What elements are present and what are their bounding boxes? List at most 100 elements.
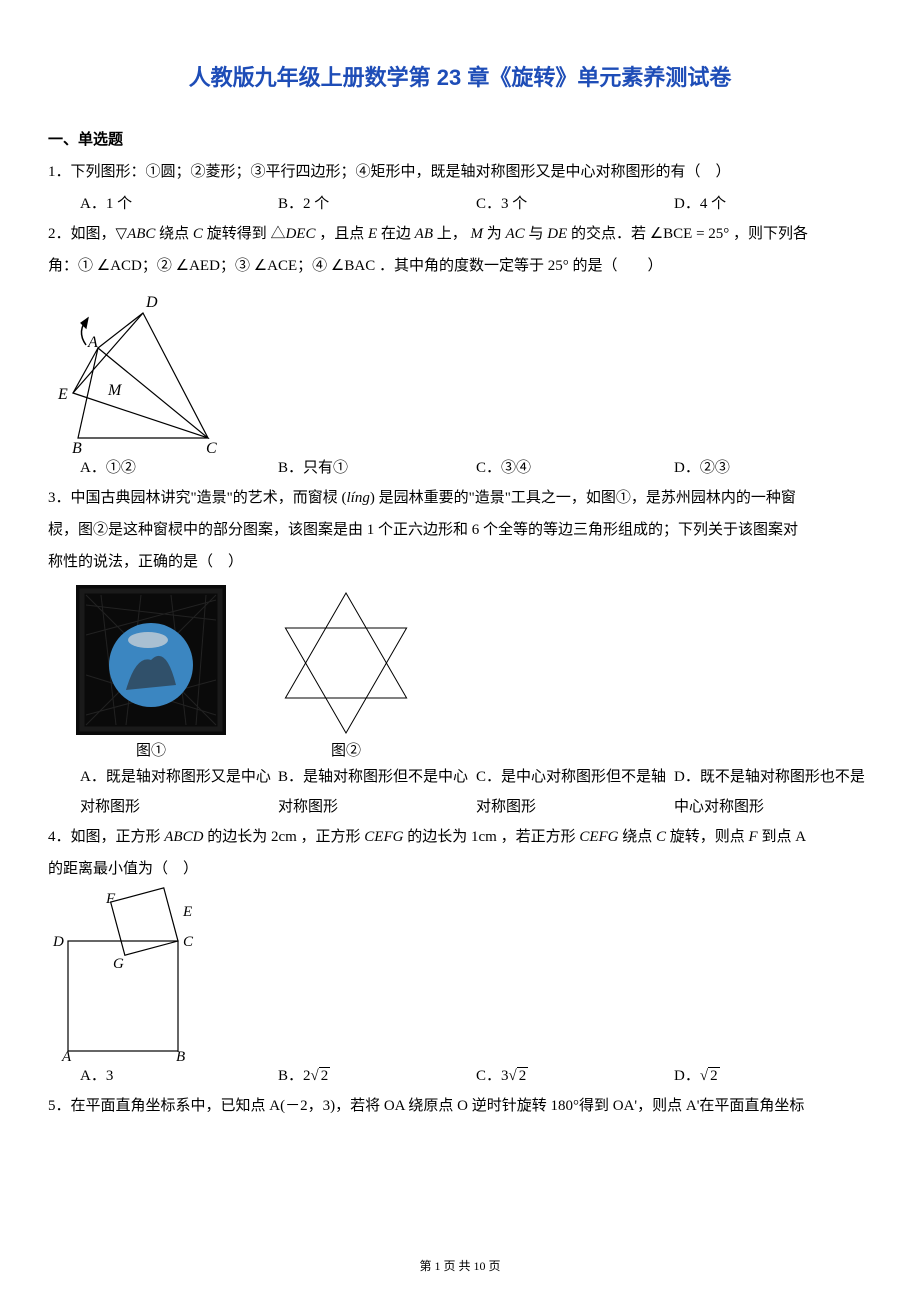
q4-label-f: F	[105, 891, 116, 907]
q2-bce: ∠BCE = 25°	[650, 226, 730, 242]
q2-t2: 绕点	[155, 226, 193, 242]
q2-s3: ；④	[297, 258, 331, 274]
q2-label-m: M	[107, 382, 123, 399]
q2-label-c: C	[206, 440, 217, 453]
q4-label-e: E	[182, 904, 192, 920]
q2-c1: C	[193, 226, 203, 242]
q3-stem-l2: 棂，图②是这种窗棂中的部分图案，该图案是由 1 个正六边形和 6 个全等的等边三…	[48, 515, 872, 545]
q2-t10: ，则下列各	[729, 226, 808, 242]
q2-label-a: A	[87, 334, 98, 351]
q2-ac: AC	[506, 226, 525, 242]
q4-options: A．3 B．2√2 C．3√2 D．√2	[48, 1061, 872, 1091]
q4-stem-l2: 的距离最小值为（ ）	[48, 854, 872, 884]
q2-options: A．①② B．只有① C．③④ D．②③	[48, 453, 872, 483]
q2-a2: ∠AED	[176, 258, 220, 274]
q4-t1: 4．如图，正方形	[48, 829, 164, 845]
q2-stem: 2．如图，▽ABC 绕点 C 旋转得到 △DEC ，且点 E 在边 AB 上， …	[48, 219, 872, 249]
q2-t4: ，且点	[315, 226, 368, 242]
q1-options: A．1 个 B．2 个 C．3 个 D．4 个	[48, 189, 872, 219]
q4-label-a: A	[61, 1049, 72, 1061]
q4-v2: 2cm	[271, 829, 297, 845]
q3-figure-1	[76, 585, 226, 735]
q2-opt-d: D．②③	[674, 453, 872, 483]
q2-l2-pre: 角：①	[48, 258, 97, 274]
q4-label-b: B	[176, 1049, 185, 1061]
q2-l2-post: ．其中角的度数一定等于 25° 的是（ ）	[375, 258, 662, 274]
sqrt-icon: √2	[700, 1061, 720, 1091]
q4-opt-b: B．2√2	[278, 1061, 476, 1091]
q2-s1: ；②	[142, 258, 176, 274]
q4-v1: 1cm	[471, 829, 497, 845]
q3-opt-d: D．既不是轴对称图形也不是中心对称图形	[674, 762, 872, 822]
q4-b-pre: B．	[278, 1068, 303, 1084]
q4-opt-d: D．√2	[674, 1061, 872, 1091]
q2-t1: 2．如图，	[48, 226, 116, 242]
q2-de: DE	[547, 226, 567, 242]
q1-opt-a: A．1 个	[80, 189, 278, 219]
q3-stem-l3: 称性的说法，正确的是（ ）	[48, 547, 872, 577]
q2-label-d: D	[145, 294, 158, 311]
q4-t5: ，若正方形	[497, 829, 580, 845]
q4-d-pre: D．	[674, 1068, 700, 1084]
q3-caption-2: 图②	[266, 739, 426, 760]
q2-opt-b: B．只有①	[278, 453, 476, 483]
q3-l1-pre: 3．中国古典园林讲究"造景"的艺术，而窗棂 (	[48, 490, 347, 506]
page-title: 人教版九年级上册数学第 23 章《旋转》单元素养测试卷	[48, 60, 872, 92]
q4-c-num: 3	[501, 1068, 509, 1084]
q3-options: A．既是轴对称图形又是中心对称图形 B．是轴对称图形但不是中心对称图形 C．是中…	[48, 762, 872, 822]
q2-s2: ；③	[220, 258, 254, 274]
q3-stem-l1: 3．中国古典园林讲究"造景"的艺术，而窗棂 (líng) 是园林重要的"造景"工…	[48, 483, 872, 513]
q1-stem: 1．下列图形：①圆；②菱形；③平行四边形；④矩形中，既是轴对称图形又是中心对称图…	[48, 157, 872, 187]
q2-stem-l2: 角：① ∠ACD；② ∠AED；③ ∠ACE；④ ∠BAC ．其中角的度数一定等…	[48, 251, 872, 281]
q4-label-c: C	[183, 934, 194, 950]
q2-dec: DEC	[285, 226, 315, 242]
q2-t6: 上，	[433, 226, 471, 242]
q1-opt-c: C．3 个	[476, 189, 674, 219]
q4-t2: 的边长为	[203, 829, 271, 845]
q4-b-rad: 2	[319, 1067, 331, 1084]
q2-a4: ∠BAC	[331, 258, 375, 274]
q3-figures: 图① 图②	[76, 585, 872, 760]
q3-figure-2	[266, 585, 426, 735]
q2-abc: ABC	[127, 226, 155, 242]
q4-figure: F E D C G A B	[48, 886, 223, 1061]
q5-stem: 5．在平面直角坐标系中，已知点 A(－2，3)，若将 OA 绕原点 O 逆时针旋…	[48, 1091, 872, 1121]
q4-b-num: 2	[303, 1068, 311, 1084]
q4-opt-c: C．3√2	[476, 1061, 674, 1091]
q2-label-e: E	[57, 386, 68, 403]
q4-stem: 4．如图，正方形 ABCD 的边长为 2cm ，正方形 CEFG 的边长为 1c…	[48, 822, 872, 852]
sqrt-icon: √2	[311, 1061, 331, 1091]
q2-t8: 与	[525, 226, 548, 242]
q4-label-d: D	[52, 934, 64, 950]
q4-opt-a: A．3	[80, 1061, 278, 1091]
q4-f: F	[749, 829, 758, 845]
q2-t3: 旋转得到 △	[203, 226, 286, 242]
q4-c: C	[656, 829, 666, 845]
q3-opt-a: A．既是轴对称图形又是中心对称图形	[80, 762, 278, 822]
q2-label-b: B	[72, 440, 82, 453]
q2-e: E	[368, 226, 377, 242]
q4-label-g: G	[113, 956, 124, 972]
q4-c-pre: C．	[476, 1068, 501, 1084]
q4-c-rad: 2	[517, 1067, 529, 1084]
q2-t5: 在边	[377, 226, 415, 242]
q2-opt-a: A．①②	[80, 453, 278, 483]
q2-ab: AB	[415, 226, 433, 242]
q2-t9: 的交点．若	[567, 226, 650, 242]
q3-opt-b: B．是轴对称图形但不是中心对称图形	[278, 762, 476, 822]
q4-cefg: CEFG	[364, 829, 403, 845]
q4-t8: 到点 A	[758, 829, 806, 845]
sqrt-icon: √2	[509, 1061, 529, 1091]
q2-a3: ∠ACE	[254, 258, 297, 274]
q2-t7: 为	[483, 226, 506, 242]
q2-tri: ▽	[116, 226, 128, 242]
q1-opt-d: D．4 个	[674, 189, 872, 219]
q4-abcd: ABCD	[164, 829, 203, 845]
q3-caption-1: 图①	[76, 739, 226, 760]
q2-a1: ∠ACD	[97, 258, 142, 274]
q3-ling: líng	[347, 490, 370, 506]
q4-t6: 绕点	[619, 829, 657, 845]
q4-d-rad: 2	[708, 1067, 720, 1084]
q4-t4: 的边长为	[403, 829, 471, 845]
q2-figure: D A E M B C	[48, 283, 248, 453]
